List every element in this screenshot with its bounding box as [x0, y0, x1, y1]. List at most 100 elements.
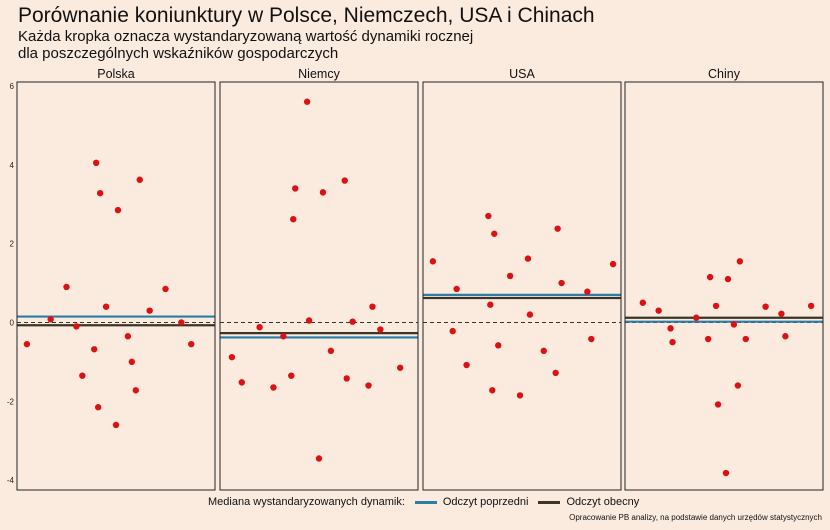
legend-item-current: Odczyt obecny	[538, 496, 639, 508]
data-point	[730, 321, 738, 328]
data-point	[463, 361, 470, 369]
data-point	[524, 255, 532, 262]
data-point	[288, 372, 295, 379]
data-point	[124, 333, 132, 340]
data-point	[96, 189, 104, 197]
data-point	[146, 307, 153, 314]
y-tick-label: -2	[7, 397, 15, 406]
data-point	[91, 346, 98, 353]
data-point	[63, 283, 70, 291]
data-point	[292, 185, 299, 192]
data-point	[449, 327, 456, 335]
data-point	[73, 323, 80, 330]
data-point	[102, 303, 110, 310]
data-point	[327, 347, 335, 355]
data-point	[742, 335, 749, 343]
data-point	[290, 215, 297, 223]
data-point	[485, 212, 492, 220]
y-tick-label: 0	[10, 318, 15, 327]
data-point	[162, 285, 169, 293]
data-point	[655, 307, 662, 314]
data-point	[132, 387, 139, 394]
legend-swatch-previous	[414, 500, 437, 504]
y-tick-label: 2	[10, 240, 15, 249]
data-point	[429, 258, 437, 265]
chart-subtitle: Każda kropka oznacza wystandaryzowaną wa…	[18, 28, 474, 62]
data-point	[128, 358, 136, 366]
data-point	[782, 333, 789, 340]
data-point	[736, 258, 744, 265]
legend-swatch-current	[538, 500, 561, 504]
data-point	[319, 189, 327, 196]
data-point	[724, 275, 732, 283]
data-point	[540, 347, 547, 355]
legend-label-previous: Odczyt poprzedni	[442, 496, 529, 508]
data-point	[516, 392, 524, 399]
data-point	[369, 303, 376, 310]
chart-title: Porównanie koniunktury w Polsce, Niemcze…	[18, 4, 595, 27]
data-point	[343, 375, 350, 382]
data-point	[315, 455, 323, 462]
data-point	[487, 301, 494, 308]
data-point	[178, 319, 185, 326]
data-point	[712, 302, 720, 310]
panel-label: USA	[509, 67, 535, 81]
data-point	[669, 338, 676, 346]
data-point	[47, 316, 54, 323]
panel-label: Chiny	[708, 67, 741, 81]
panel-label: Polska	[97, 67, 135, 81]
data-point	[693, 314, 700, 321]
data-point	[349, 318, 356, 325]
data-point	[136, 176, 143, 183]
y-tick-label: -4	[7, 476, 15, 485]
data-point	[762, 303, 769, 310]
data-point	[256, 323, 263, 331]
panel-border	[624, 81, 824, 491]
data-point	[588, 335, 595, 343]
data-point	[778, 310, 785, 317]
data-point	[734, 382, 742, 389]
data-point	[722, 469, 730, 477]
data-point	[93, 159, 100, 167]
data-point	[714, 401, 722, 408]
data-point	[303, 98, 311, 105]
data-point	[526, 311, 534, 318]
data-point	[706, 273, 714, 281]
legend-title: Mediana wystandaryzowanych dynamik:	[208, 496, 405, 508]
data-point	[506, 272, 514, 280]
legend: Mediana wystandaryzowanych dynamik: Odcz…	[208, 496, 639, 508]
data-point	[112, 421, 120, 429]
legend-item-previous: Odczyt poprzedni	[414, 496, 529, 508]
panel-border	[422, 81, 622, 491]
data-point	[609, 260, 617, 268]
panel-border	[219, 81, 419, 491]
data-point	[377, 326, 384, 333]
data-point	[79, 372, 86, 379]
data-point	[280, 333, 287, 340]
legend-label-current: Odczyt obecny	[566, 496, 640, 508]
source-caption: Opracowanie PB analizy, na podstawie dan…	[569, 513, 822, 522]
data-point	[238, 379, 245, 386]
data-point	[396, 364, 404, 371]
data-point	[365, 382, 372, 389]
data-point	[554, 225, 561, 232]
data-point	[188, 340, 195, 348]
data-point	[495, 342, 502, 349]
data-point	[305, 317, 313, 324]
data-point	[489, 387, 496, 394]
data-point	[667, 325, 674, 332]
data-point	[704, 335, 712, 343]
data-point	[94, 404, 102, 411]
data-point	[639, 299, 647, 306]
data-point	[341, 177, 348, 184]
panel-border	[16, 81, 216, 491]
data-point	[584, 288, 591, 295]
data-point	[270, 384, 277, 391]
data-point	[552, 369, 559, 377]
data-point	[23, 340, 31, 348]
y-tick-label: 6	[10, 82, 15, 91]
data-point	[453, 285, 460, 293]
panel-label: Niemcy	[298, 67, 340, 81]
y-tick-label: 4	[10, 161, 15, 170]
